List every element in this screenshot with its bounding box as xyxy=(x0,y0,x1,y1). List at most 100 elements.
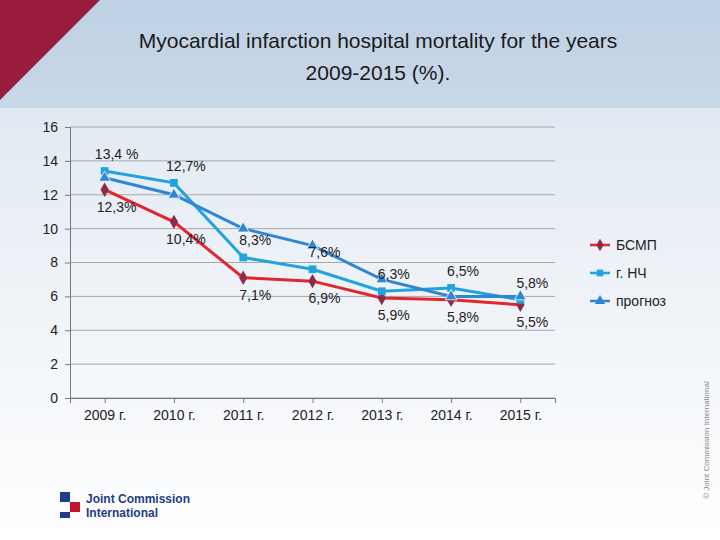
y-tick: 0 xyxy=(50,390,70,406)
y-tick-mark xyxy=(65,330,70,331)
y-tick-label: 6 xyxy=(50,288,58,304)
logo-icon xyxy=(60,492,70,502)
series-line xyxy=(105,178,521,297)
grid-line xyxy=(70,127,555,128)
series-marker xyxy=(168,188,180,198)
logo-text: International xyxy=(86,506,158,520)
data-label: 6,9% xyxy=(309,290,341,306)
grid-line xyxy=(70,262,555,263)
x-tick-mark xyxy=(105,398,106,403)
x-tick-mark xyxy=(313,398,314,403)
data-label: 5,8% xyxy=(447,309,479,325)
x-axis-line xyxy=(71,399,556,404)
title: Myocardial infarction hospital mortality… xyxy=(139,29,618,84)
x-tick: 2015 г. xyxy=(500,398,542,423)
grid-line xyxy=(70,160,555,161)
y-tick-mark xyxy=(65,195,70,196)
data-label: 13,4 % xyxy=(95,146,139,162)
y-tick-mark xyxy=(65,161,70,162)
y-tick: 6 xyxy=(50,288,70,304)
x-tick-label: 2014 г. xyxy=(430,407,472,423)
legend: БСМП г. НЧ прогноз xyxy=(590,237,666,309)
grid xyxy=(70,127,555,398)
x-tick: 2009 г. xyxy=(84,398,126,423)
legend-marker xyxy=(596,239,603,251)
legend-marker xyxy=(595,295,605,304)
x-tick-mark xyxy=(174,398,175,403)
y-tick-label: 2 xyxy=(50,356,58,372)
data-label: 7,1% xyxy=(239,287,271,303)
logo: Joint CommissionInternational xyxy=(60,492,190,520)
y-tick: 2 xyxy=(50,356,70,372)
logo-icon xyxy=(70,502,80,512)
x-tick-mark xyxy=(520,398,521,403)
data-labels: 12,3% 10,4% 7,1% 6,9% 5,9% 5,8% 5,5% 13,4 % 12,7… xyxy=(95,146,548,330)
legend-label: г. НЧ xyxy=(616,265,647,281)
grid-line xyxy=(70,330,555,331)
data-label: 10,4% xyxy=(166,231,206,247)
logo-icon xyxy=(60,512,70,518)
grid-line xyxy=(70,194,555,195)
series-marker xyxy=(308,274,316,288)
grid-line xyxy=(70,228,555,229)
x-tick-mark xyxy=(451,398,452,403)
y-tick: 10 xyxy=(42,221,70,237)
x-tick: 2014 г. xyxy=(430,398,472,423)
legend-item: г. НЧ xyxy=(590,265,647,281)
y-tick-mark xyxy=(65,398,70,399)
series-marker xyxy=(239,271,247,285)
data-label: 12,7% xyxy=(166,158,206,174)
y-tick-label: 4 xyxy=(50,322,58,338)
chart: Myocardial infarction hospital mortality… xyxy=(0,0,720,540)
x-tick-label: 2013 г. xyxy=(361,407,403,423)
x-tick: 2010 г. xyxy=(153,398,195,423)
x-tick-label: 2015 г. xyxy=(500,407,542,423)
series-line xyxy=(105,171,521,300)
y-tick: 8 xyxy=(50,254,70,270)
legend-label: БСМП xyxy=(616,237,657,253)
series-marker xyxy=(309,265,317,273)
grid-line xyxy=(70,364,555,365)
legend-marker xyxy=(597,270,604,277)
y-tick-mark xyxy=(65,229,70,230)
series-marker xyxy=(514,290,526,300)
y-tick: 16 xyxy=(42,119,70,135)
x-tick-label: 2012 г. xyxy=(292,407,334,423)
y-tick-mark xyxy=(65,263,70,264)
y-tick-label: 0 xyxy=(50,390,58,406)
y-axis-line xyxy=(65,128,71,399)
data-label: 12,3% xyxy=(97,199,137,215)
y-tick-label: 16 xyxy=(42,119,58,135)
x-tick-label: 2010 г. xyxy=(153,407,195,423)
y-tick-label: 12 xyxy=(42,187,58,203)
x-tick: 2013 г. xyxy=(361,398,403,423)
y-tick-label: 10 xyxy=(42,221,58,237)
x-tick-mark xyxy=(243,398,244,403)
y-tick: 12 xyxy=(42,187,70,203)
background xyxy=(0,0,720,540)
header-band xyxy=(0,0,720,108)
legend-label: прогноз xyxy=(616,293,666,309)
data-label: 5,9% xyxy=(378,307,410,323)
y-axis: 0 2 4 6 8 10 12 14 16 xyxy=(42,119,70,406)
data-label: 5,8% xyxy=(516,275,548,291)
y-tick: 4 xyxy=(50,322,70,338)
data-label: 5,5% xyxy=(516,314,548,330)
y-tick-mark xyxy=(65,296,70,297)
x-tick: 2011 г. xyxy=(223,398,264,423)
plot-area xyxy=(99,167,526,312)
y-tick-label: 14 xyxy=(42,153,58,169)
series-marker xyxy=(237,222,249,232)
series-marker xyxy=(170,215,178,229)
data-label: 7,6% xyxy=(309,244,341,260)
y-tick-mark xyxy=(65,127,70,128)
header-corner xyxy=(0,0,100,100)
y-tick-label: 8 xyxy=(50,254,58,270)
x-tick-mark xyxy=(382,398,383,403)
x-tick-label: 2009 г. xyxy=(84,407,126,423)
x-tick: 2012 г. xyxy=(292,398,334,423)
x-axis: 2009 г. 2010 г. 2011 г. 2012 г. 2013 г. 2014 … xyxy=(71,398,556,423)
series-marker xyxy=(378,287,386,295)
series-marker xyxy=(100,182,108,196)
logo-text: Joint Commission xyxy=(86,492,190,506)
